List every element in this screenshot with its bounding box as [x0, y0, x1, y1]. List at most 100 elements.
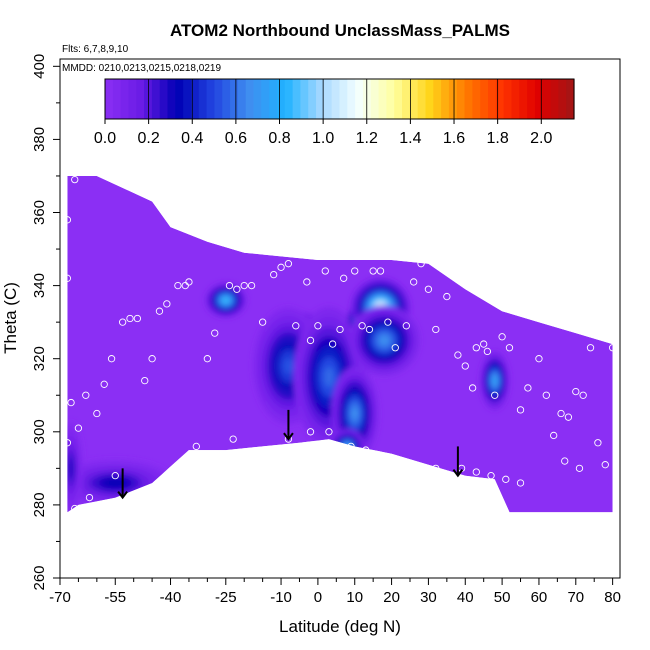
colorbar-cell — [488, 79, 497, 119]
colorbar-cell — [105, 79, 114, 119]
colorbar-cell — [308, 79, 317, 119]
colorbar-cell — [316, 79, 325, 119]
plot-frame — [59, 58, 621, 579]
colorbar-cell — [464, 79, 473, 119]
sample-point — [270, 270, 278, 279]
blob-6 — [348, 305, 420, 376]
sample-point — [498, 333, 506, 341]
colorbar-cell — [355, 79, 364, 119]
sample-point — [369, 267, 377, 275]
sample-point — [74, 424, 83, 432]
arrow-head — [117, 490, 128, 500]
x-tick-label: -40 — [160, 589, 182, 606]
sample-point — [93, 409, 101, 418]
colorbar-tick-label: 0.4 — [181, 130, 203, 147]
colorbar-cell — [542, 79, 552, 119]
sample-point — [148, 355, 156, 363]
sample-point — [325, 428, 333, 436]
colorbar-cell — [433, 79, 442, 119]
sample-point — [340, 274, 348, 282]
sample-point — [111, 472, 119, 480]
x-tick-label: 0 — [314, 589, 322, 606]
x-tick-label: -55 — [104, 589, 126, 606]
sample-point — [376, 267, 385, 275]
sample-point — [384, 318, 392, 326]
sample-point — [380, 453, 388, 462]
sample-point — [608, 344, 617, 352]
colorbar-cell — [198, 79, 208, 119]
colorbar-tick-label: 0.2 — [138, 130, 160, 147]
blob-ring — [492, 376, 497, 385]
sample-point — [211, 329, 219, 337]
colorbar-cell — [472, 79, 481, 119]
colorbar-cell — [159, 79, 169, 119]
blob-9 — [480, 351, 510, 410]
sample-point — [82, 391, 90, 399]
sample-point — [284, 260, 293, 268]
colorbar-cell — [331, 79, 341, 119]
x-tick-label: -25 — [215, 589, 237, 606]
colorbar-cell — [253, 79, 262, 119]
x-tick-label: 10 — [346, 589, 363, 606]
x-tick-label: -70 — [49, 589, 71, 606]
sample-point — [321, 267, 329, 275]
sample-point — [336, 325, 344, 334]
sample-point — [358, 322, 366, 330]
sample-point — [174, 281, 182, 290]
sample-point — [365, 325, 374, 334]
y-tick-label: 260 — [31, 565, 48, 590]
colorbar-cell — [276, 79, 286, 119]
sample-point — [63, 274, 72, 282]
flights-label: Flts: 6,7,8,9,10 — [62, 44, 129, 55]
blob-0 — [205, 282, 247, 318]
sample-point — [535, 355, 543, 363]
x-tick-label: -10 — [270, 589, 292, 606]
down-arrow-icon — [117, 468, 128, 500]
sample-point — [468, 384, 477, 392]
sample-point — [225, 281, 234, 290]
sample-point — [240, 281, 248, 290]
colorbar-cell — [448, 79, 458, 119]
sample-point — [247, 281, 256, 290]
colorbar-cell — [511, 79, 520, 119]
sample-point — [133, 314, 142, 323]
concentration-blobs — [67, 278, 510, 513]
sample-point — [181, 281, 189, 290]
colorbar-cell — [292, 79, 302, 119]
colorbar-cell — [245, 79, 255, 119]
colorbar-cell — [480, 79, 489, 119]
colorbar-cell — [386, 79, 395, 119]
sample-point — [141, 376, 149, 385]
sample-point — [155, 307, 164, 315]
sample-point — [487, 472, 495, 480]
colorbar-cell — [394, 79, 403, 119]
colorbar-tick-label: 0.6 — [225, 130, 247, 147]
colorbar-cell — [261, 79, 270, 119]
sample-point — [542, 391, 550, 399]
sample-point — [561, 457, 569, 465]
sample-point — [480, 340, 488, 348]
sample-point — [229, 435, 237, 443]
sample-point — [258, 318, 267, 326]
sample-point — [557, 409, 565, 418]
colorbar-cell — [300, 79, 309, 119]
sample-point — [524, 384, 532, 392]
colorbar-cell — [237, 79, 247, 119]
colorbar-cell — [534, 79, 544, 119]
colorbar-tick-label: 1.6 — [443, 130, 465, 147]
colorbar-cell — [323, 79, 333, 119]
sample-point — [233, 285, 241, 293]
sample-point — [67, 398, 75, 407]
sample-point — [306, 336, 315, 345]
arrow-head — [452, 469, 464, 478]
x-axis: -70 -55 -40 -25 -10 0 10 20 30 40 50 60 70 80 — [49, 578, 621, 606]
colorbar-cell — [175, 79, 184, 119]
colorbar-cell — [441, 79, 450, 119]
sample-point — [292, 322, 300, 330]
dates-label: MMDD: 0210,0213,0215,0218,0219 — [62, 63, 221, 74]
colorbar-cell — [167, 79, 176, 119]
sample-point — [71, 504, 79, 513]
colorbar-cell — [503, 79, 513, 119]
sample-point — [328, 340, 337, 348]
